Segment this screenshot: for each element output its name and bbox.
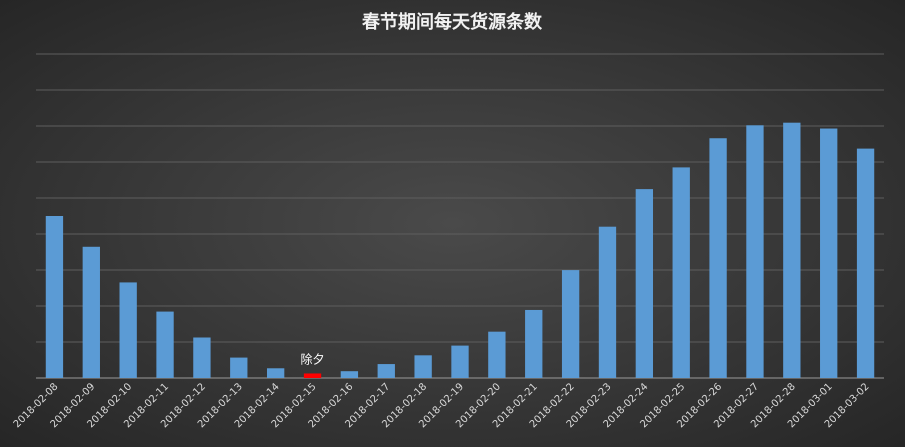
bar-2018-02-15 xyxy=(303,373,322,378)
bar-2018-02-22 xyxy=(561,270,580,378)
bar-2018-02-19 xyxy=(451,345,469,378)
bar-2018-02-17 xyxy=(377,364,395,378)
gridlines xyxy=(36,53,884,343)
bar-2018-02-11 xyxy=(156,311,174,378)
highlight-annotation: 除夕 xyxy=(301,351,325,366)
bar-2018-02-24 xyxy=(635,189,654,378)
bar-2018-02-18 xyxy=(414,355,432,378)
bar-2018-02-23 xyxy=(598,226,617,378)
bar-2018-02-16 xyxy=(340,371,359,378)
annotations: 除夕 xyxy=(301,351,325,366)
bar-2018-02-12 xyxy=(193,337,211,378)
bar-2018-03-02 xyxy=(856,148,875,378)
bar-2018-02-25 xyxy=(672,167,690,378)
bar-2018-02-20 xyxy=(488,331,506,378)
bar-2018-02-09 xyxy=(82,246,100,378)
bars xyxy=(45,122,875,378)
bar-2018-02-26 xyxy=(709,138,727,378)
x-tick-labels: 2018-02-082018-02-092018-02-102018-02-11… xyxy=(12,381,872,430)
bar-2018-02-27 xyxy=(746,125,764,378)
bar-2018-02-28 xyxy=(783,122,801,378)
bar-2018-02-10 xyxy=(119,282,137,378)
bar-2018-02-08 xyxy=(45,216,64,378)
bar-2018-03-01 xyxy=(820,128,838,378)
chart-title: 春节期间每天货源条数 xyxy=(362,11,543,33)
bar-2018-02-14 xyxy=(266,368,285,378)
bar-2018-02-21 xyxy=(525,309,543,378)
bar-2018-02-13 xyxy=(230,357,248,378)
